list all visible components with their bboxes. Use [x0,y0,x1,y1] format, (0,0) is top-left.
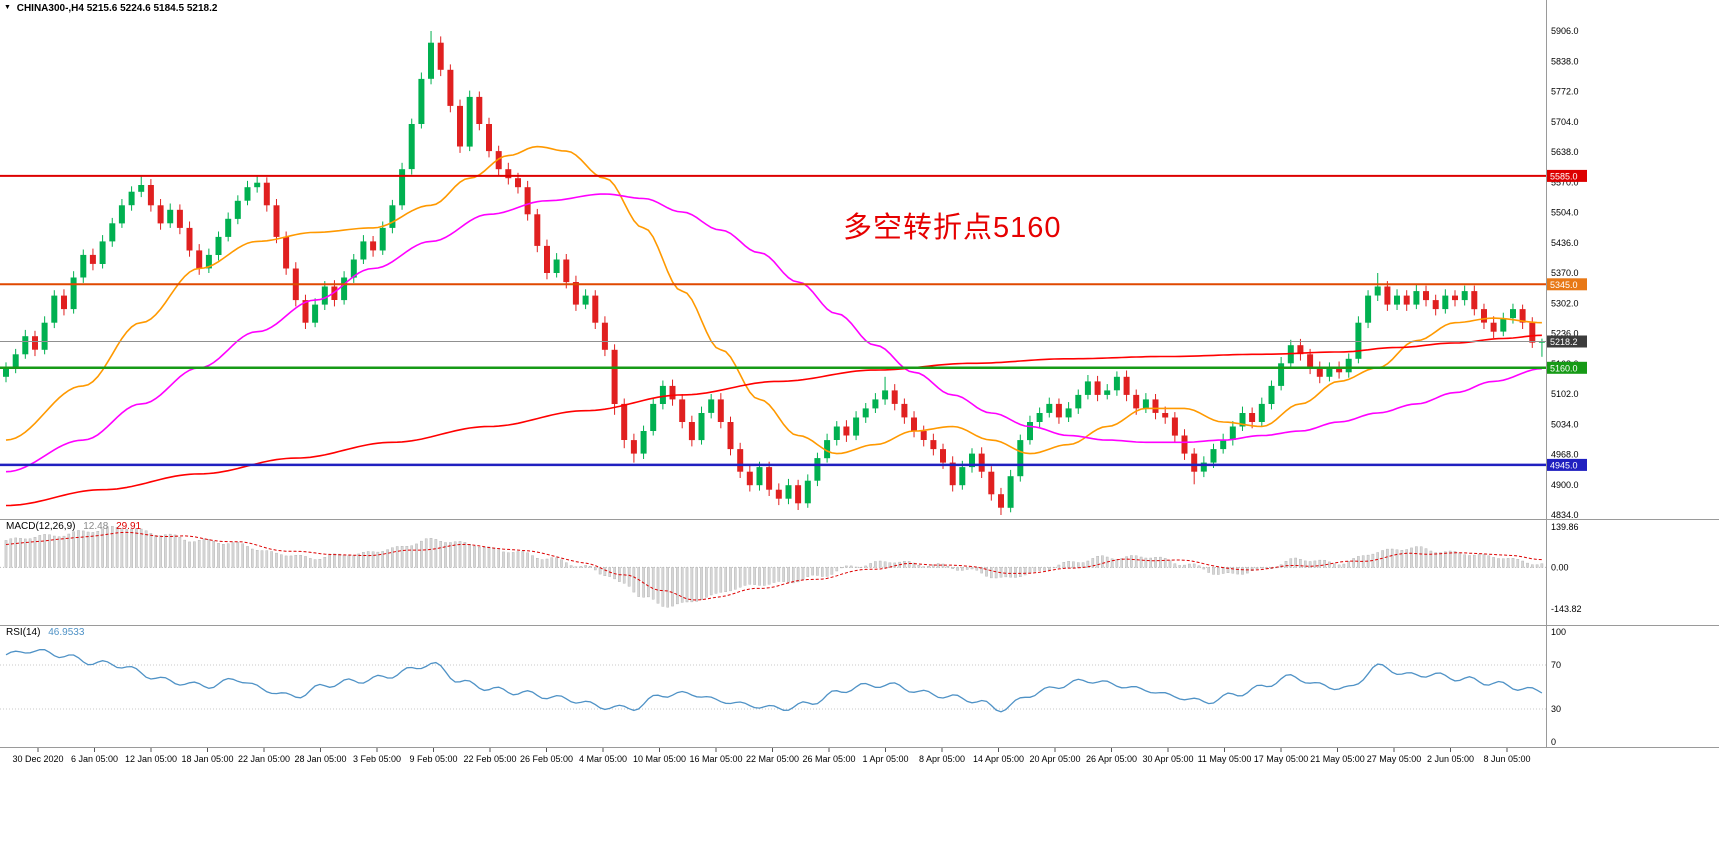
date-label: 26 Feb 05:00 [520,754,573,764]
symbol-dropdown-icon[interactable]: ▼ [4,4,11,11]
resistance-5585-price-label-text: 5585.0 [1550,171,1578,181]
date-label: 26 Mar 05:00 [802,754,855,764]
symbol-ohlc-text: CHINA300-,H4 5215.6 5224.6 5184.5 5218.2 [16,3,218,14]
price-tick-label: 5838.0 [1551,57,1579,67]
support-4945-price-label-text: 4945.0 [1550,460,1578,470]
symbol-ohlc-line: ▼ CHINA300-,H4 5215.6 5224.6 5184.5 5218… [4,3,217,14]
ma-fast-orange-line [5,145,1542,455]
price-tick-label: 5436.0 [1551,238,1579,248]
macd-tick-label: 0.00 [1551,562,1569,572]
date-label: 30 Dec 2020 [12,754,63,764]
price-tick-label: 5370.0 [1551,268,1579,278]
candles [3,31,1545,515]
resistance-5345-price-label-text: 5345.0 [1550,280,1578,290]
rsi-tick-label: 100 [1551,627,1566,637]
rsi-value: 46.9533 [48,627,85,638]
bid-price-price-label-text: 5218.2 [1550,337,1578,347]
date-label: 8 Jun 05:00 [1483,754,1530,764]
date-label: 18 Jan 05:00 [181,754,233,764]
date-label: 1 Apr 05:00 [862,754,908,764]
macd-indicator-label: MACD(12,26,9) 12.48 29.91 [6,521,141,532]
macd-signal-value: 29.91 [116,521,142,532]
support-5160-price-label [1547,361,1587,374]
date-label: 20 Apr 05:00 [1029,754,1080,764]
date-label: 17 May 05:00 [1254,754,1309,764]
price-tick-label: 5906.0 [1551,26,1579,36]
price-tick-label: 5570.0 [1551,178,1579,188]
price-tick-label: 5034.0 [1551,420,1579,430]
support-5160-price-label-text: 5160.0 [1550,363,1578,373]
date-label: 14 Apr 05:00 [973,754,1024,764]
date-label: 30 Apr 05:00 [1142,754,1193,764]
macd-value: 12.48 [83,521,109,532]
rsi-indicator-label: RSI(14) 46.9533 [6,627,84,638]
price-tick-label: 5704.0 [1551,117,1579,127]
price-tick-label: 4834.0 [1551,510,1579,520]
bid-price-price-label [1547,335,1587,348]
resistance-5585-price-label [1547,169,1587,182]
macd-tick-label: 139.86 [1551,522,1579,532]
date-label: 9 Feb 05:00 [409,754,457,764]
date-label: 16 Mar 05:00 [689,754,742,764]
date-axis[interactable]: 30 Dec 2020 6 Jan 05:00 12 Jan 05:00 18 Jan… [0,747,1719,765]
macd-tick-label: -143.82 [1551,604,1582,614]
macd-signal-line [5,531,1542,601]
price-tick-label: 5236.0 [1551,329,1579,339]
date-label: 10 Mar 05:00 [633,754,686,764]
date-label: 2 Jun 05:00 [1427,754,1474,764]
price-tick-label: 5772.0 [1551,87,1579,97]
rsi-tick-label: 30 [1551,704,1561,714]
date-label: 28 Jan 05:00 [294,754,346,764]
rsi-line [5,648,1543,713]
rsi-tick-label: 70 [1551,660,1561,670]
price-tick-label: 5504.0 [1551,208,1579,218]
macd-panel[interactable]: 139.86 0.00 -143.82 [0,519,1719,615]
date-label: 26 Apr 05:00 [1086,754,1137,764]
rsi-panel[interactable]: 100 70 30 0 [0,625,1719,748]
date-label: 4 Mar 05:00 [579,754,627,764]
date-label: 3 Feb 05:00 [353,754,401,764]
main-chart-panel[interactable] [0,31,1546,515]
price-tick-label: 5638.0 [1551,147,1579,157]
date-label: 22 Mar 05:00 [746,754,799,764]
price-tick-label: 5302.0 [1551,299,1579,309]
ma-slow-red-line [5,334,1542,507]
rsi-name: RSI(14) [6,627,41,638]
date-label: 27 May 05:00 [1367,754,1422,764]
price-tick-label: 4968.0 [1551,450,1579,460]
ma-medium-magenta-line [5,193,1542,473]
date-label: 8 Apr 05:00 [919,754,965,764]
date-label: 22 Feb 05:00 [463,754,516,764]
trade-annotation[interactable]: 多空转折点5160 [843,212,1062,244]
price-tick-label: 5102.0 [1551,389,1579,399]
price-scale[interactable]: 5906.0 5838.0 5772.0 5704.0 5638.0 5570.0 5504… [1546,0,1588,747]
price-tick-label: 4900.0 [1551,480,1579,490]
date-label: 11 May 05:00 [1198,754,1252,764]
resistance-5345-price-label [1547,278,1587,291]
date-label: 12 Jan 05:00 [125,754,177,764]
date-label: 22 Jan 05:00 [238,754,290,764]
date-label: 21 May 05:00 [1310,754,1365,764]
support-4945-price-label [1547,458,1587,471]
rsi-tick-label: 0 [1551,737,1556,747]
date-label: 6 Jan 05:00 [71,754,118,764]
macd-name: MACD(12,26,9) [6,521,76,532]
